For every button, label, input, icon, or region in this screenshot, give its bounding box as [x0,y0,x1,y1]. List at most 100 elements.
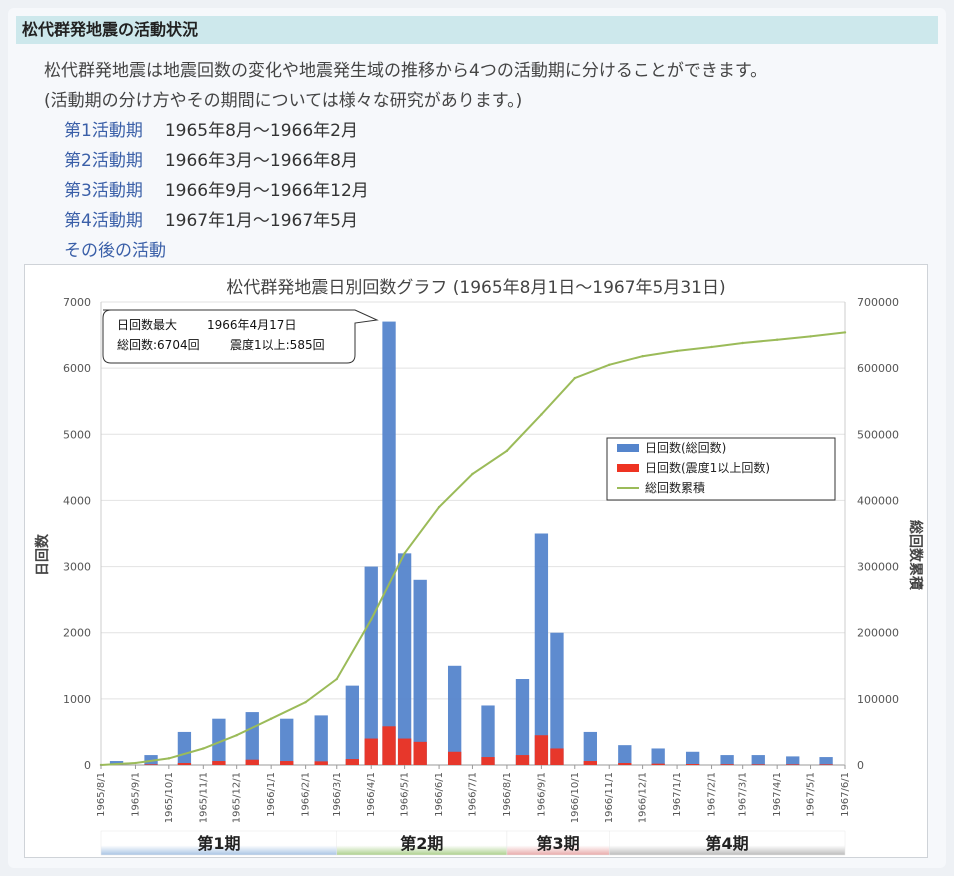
x-tick-label: 1967/1/1 [672,772,683,817]
daily-total-bar [550,632,564,765]
y-tick-label: 1000 [63,693,91,706]
daily-total-bar [109,761,124,765]
cumulative-point [573,376,576,380]
x-tick-label: 1966/6/1 [434,772,445,817]
seismic-daily-count-chart: 松代群発地震日別回数グラフ (1965年8月1日〜1967年5月31日) 0 10… [34,278,924,856]
daily-intensity-bar [212,761,226,765]
daily-intensity-bar [819,764,833,765]
x-tick-label: 1966/11/1 [604,772,615,823]
period-range-1: 1965年8月〜1966年2月 [164,121,358,141]
daily-total-bar [382,321,396,765]
x-tick-label: 1966/12/1 [638,772,649,823]
daily-total-bars [109,321,833,765]
annotation-max-date: 1966年4月17日 [207,318,296,332]
phase-band [336,830,508,856]
max-annotation-callout: 日回数最大 1966年4月17日 総回数:6704回 震度1以上:585回 [102,309,379,364]
y-tick-label: 6000 [63,362,91,375]
annotation-max-label: 日回数最大 [117,317,177,332]
cumulative-point [202,747,205,750]
daily-intensity-bar [618,763,632,765]
y-tick-label: 3000 [63,561,91,574]
y2-tick-label: 100000 [857,693,899,706]
period-link-5[interactable]: その後の活動 [64,241,166,261]
daily-total-bar [397,553,412,765]
daily-intensity-bar [245,759,259,765]
x-tick-label: 1966/8/1 [502,772,513,817]
y2-tick-label: 700000 [857,296,899,309]
daily-total-bar [583,731,597,765]
daily-total-bar [751,755,765,765]
chart-title: 松代群発地震日別回数グラフ (1965年8月1日〜1967年5月31日) [226,278,725,298]
period-range-2: 1966年3月〜1966年8月 [164,151,358,171]
daily-total-bar [177,731,192,765]
x-tick-label: 1967/4/1 [772,772,783,817]
y2-tick-label: 0 [857,759,864,772]
phase-band [100,830,338,856]
x-tick-label: 1967/6/1 [840,772,851,817]
period-row-2: 第2活動期 1966年3月〜1966年8月 [64,146,358,171]
daily-total-bar [481,705,495,765]
period-range-4: 1967年1月〜1967年5月 [164,211,358,231]
intro-text-line2: (活動期の分け方やその期間については様々な研究があります。) [44,91,523,111]
cumulative-point [471,472,474,476]
phase-band [506,830,610,856]
period-row-3: 第3活動期 1966年9月〜1966年12月 [64,176,369,201]
cumulative-point [775,338,779,341]
y2-tick-label: 400000 [857,494,899,507]
x-tick-label: 1965/9/1 [130,772,141,817]
cumulative-point [809,335,812,338]
phase-band-label: 第3期 [537,834,580,853]
period-link-2[interactable]: 第2活動期 [64,151,143,171]
x-tick-label: 1966/3/1 [332,772,343,817]
y2-axis-label: 総回数累積 [907,520,924,591]
x-tick-label: 1965/10/1 [164,772,175,823]
x-tick-label: 1966/7/1 [467,772,478,817]
daily-intensity-bar [447,751,462,765]
daily-intensity-bar [583,761,597,765]
phase-band [608,830,846,856]
x-tick-label: 1967/3/1 [738,772,749,817]
daily-total-bar [534,533,549,765]
cumulative-point [710,345,713,349]
cumulative-point [134,761,137,765]
daily-intensity-bar [720,764,734,765]
cumulative-polyline [100,331,846,766]
cumulative-point [437,505,441,509]
daily-total-bar [245,712,259,765]
daily-intensity-bar [314,761,328,765]
cumulative-point [370,618,373,621]
period-link-1[interactable]: 第1活動期 [64,121,143,141]
daily-total-bar [720,755,734,765]
daily-total-bar [819,757,833,765]
daily-total-bar [515,679,530,765]
period-link-4[interactable]: 第4活動期 [64,211,143,231]
x-tick-label: 1965/12/1 [232,772,243,823]
y2-tick-label: 300000 [857,561,899,574]
y-tick-label: 5000 [63,428,91,441]
daily-intensity-bar [364,738,378,765]
x-tick-label: 1965/11/1 [198,772,209,823]
phase-bands: 第1期 第2期 第3期 第4期 [100,830,846,856]
cumulative-point [235,734,238,737]
cumulative-point [540,413,543,416]
cumulative-point [675,349,679,353]
cumulative-point [304,700,307,704]
cumulative-point [335,677,338,681]
period-row-4: 第4活動期 1967年1月〜1967年5月 [64,206,358,231]
daily-total-bar [413,579,427,765]
period-link-3[interactable]: 第3活動期 [64,181,143,201]
phase-band-label: 第4期 [706,834,749,853]
y-tick-label: 2000 [63,627,91,640]
x-tick-label: 1967/2/1 [707,772,718,817]
daily-total-bar [345,685,359,765]
cumulative-point [99,763,103,767]
cumulative-point [741,341,744,345]
x-tick-label: 1966/4/1 [366,772,377,817]
daily-intensity-bar [515,755,530,765]
legend: 日回数(総回数) 日回数(震度1以上回数) 総回数累積 [606,437,836,501]
daily-intensity-bar [382,726,396,765]
daily-intensity-bar [413,741,427,765]
x-tick-label: 1965/8/1 [96,772,107,817]
x-tick-label: 1966/2/1 [301,772,312,817]
intro-text-line1: 松代群発地震は地震回数の変化や地震発生域の推移から4つの活動期に分けることができ… [44,61,768,81]
